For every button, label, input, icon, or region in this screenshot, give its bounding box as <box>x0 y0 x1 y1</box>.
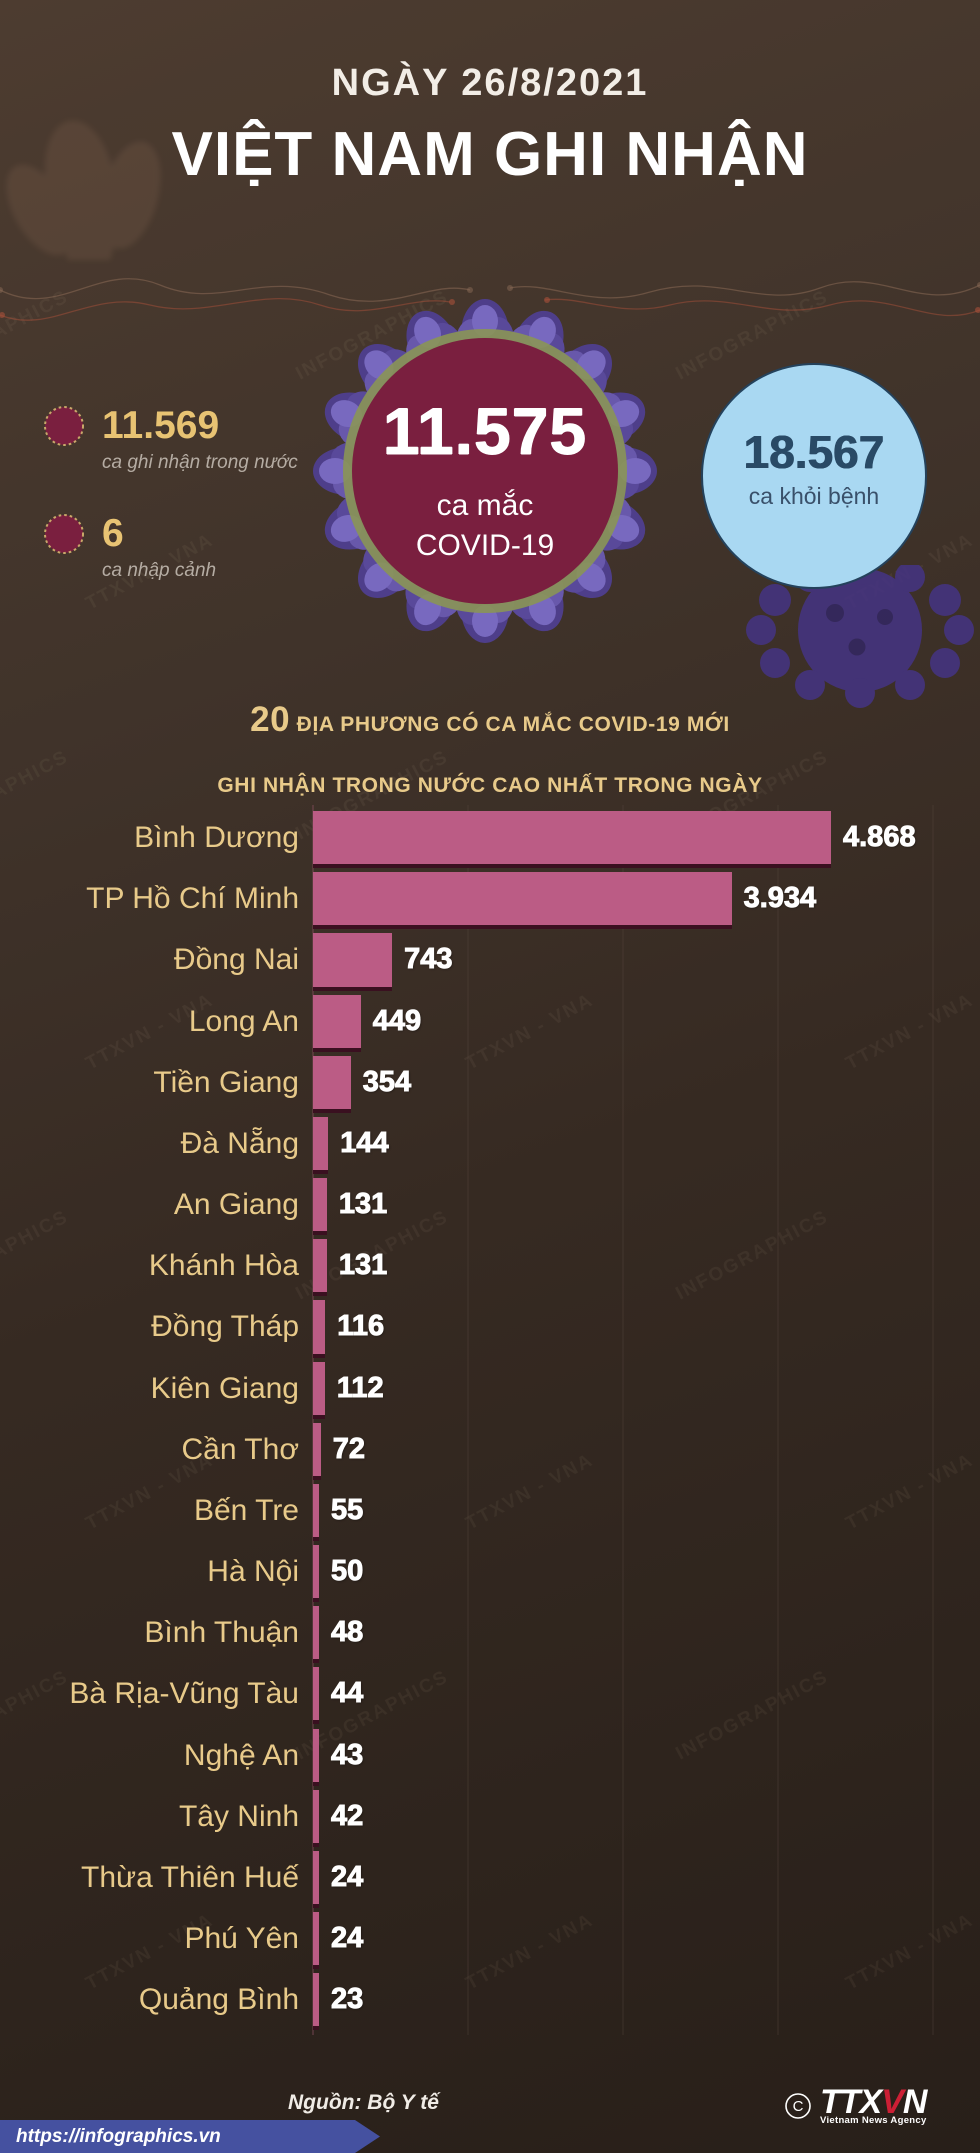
svg-text:C: C <box>793 2098 804 2115</box>
